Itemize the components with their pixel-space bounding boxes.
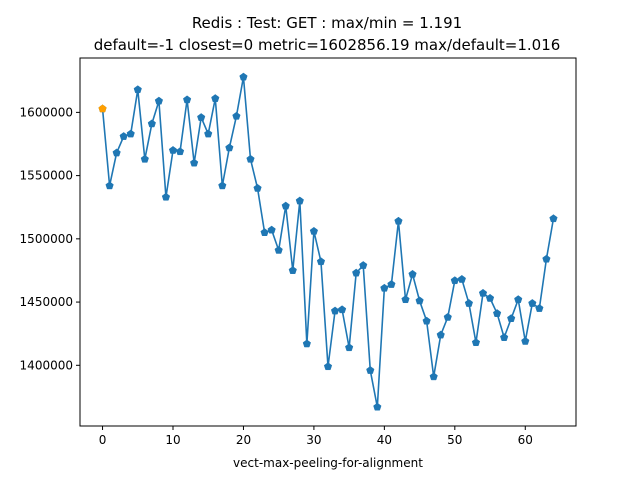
data-point [267,225,276,234]
y-tick-label: 1450000 [20,295,73,309]
data-point [147,119,156,128]
chart-title-line-2: default=-1 closest=0 metric=1602856.19 m… [94,36,561,54]
data-point [500,333,509,341]
data-point [422,316,431,325]
data-point [352,268,361,277]
y-axis: 1400000 1450000 1500000 1550000 1600000 [20,105,80,372]
x-tick-label: 40 [377,433,392,447]
plot-area [98,72,558,411]
data-point [218,181,227,190]
data-point [126,129,135,138]
data-point [288,266,297,274]
data-point [182,95,192,104]
data-point [168,146,178,154]
data-point [211,94,220,102]
series-line [101,76,555,408]
data-point [457,275,466,283]
y-tick-label: 1550000 [20,169,73,183]
data-point [478,288,488,297]
data-point [450,276,459,285]
data-point [337,305,347,314]
data-point [443,312,452,321]
data-point [274,245,283,254]
default-point-marker [98,104,107,113]
data-point [281,201,290,210]
data-point [225,143,234,152]
data-point [471,338,481,347]
data-point [260,228,269,236]
data-point [204,129,213,138]
data-point [521,336,530,345]
y-tick-label: 1400000 [20,358,73,372]
data-point [373,402,382,411]
x-tick-label: 50 [447,433,462,447]
y-tick-label: 1600000 [20,105,73,119]
data-point [387,280,396,288]
data-point [323,362,333,371]
data-point [429,372,438,381]
data-point [535,304,544,312]
data-point [197,113,206,121]
data-point [549,214,558,223]
data-point [239,72,248,81]
data-point [302,339,311,348]
data-point [380,283,389,292]
x-tick-label: 10 [165,433,180,447]
data-point [309,226,319,235]
data-point [175,147,185,156]
plot-frame [79,57,577,427]
data-point [161,192,171,201]
data-point [105,181,114,190]
data-point [316,257,326,266]
data-point [232,111,241,120]
x-tick-label: 20 [236,433,251,447]
data-point [133,85,142,94]
x-axis-label: vect-max-peeling-for-alignment [233,456,423,470]
data-point [345,343,354,352]
data-point [112,148,121,157]
data-point [253,183,262,192]
data-point [366,366,375,374]
data-point [485,293,495,302]
data-point [542,254,551,263]
data-point [246,154,255,163]
data-point [514,295,523,304]
data-point [492,309,502,317]
chart-title-line-1: Redis : Test: GET : max/min = 1.191 [192,14,462,32]
data-point [408,269,417,278]
data-point [528,299,537,307]
data-point [154,96,164,105]
x-tick-label: 30 [306,433,321,447]
data-point [464,299,474,307]
x-axis: 0 10 20 30 40 50 60 [99,426,533,447]
data-point [359,261,368,269]
data-point [394,216,403,225]
data-point [190,158,199,167]
data-point [295,196,304,205]
x-tick-label: 0 [99,433,107,447]
x-tick-label: 60 [518,433,533,447]
y-tick-label: 1500000 [20,232,73,246]
data-point [415,296,424,305]
data-point [330,306,340,315]
data-point [507,314,516,322]
data-point [436,330,445,339]
data-point [119,132,128,140]
data-point [140,154,149,163]
data-point [401,295,410,304]
